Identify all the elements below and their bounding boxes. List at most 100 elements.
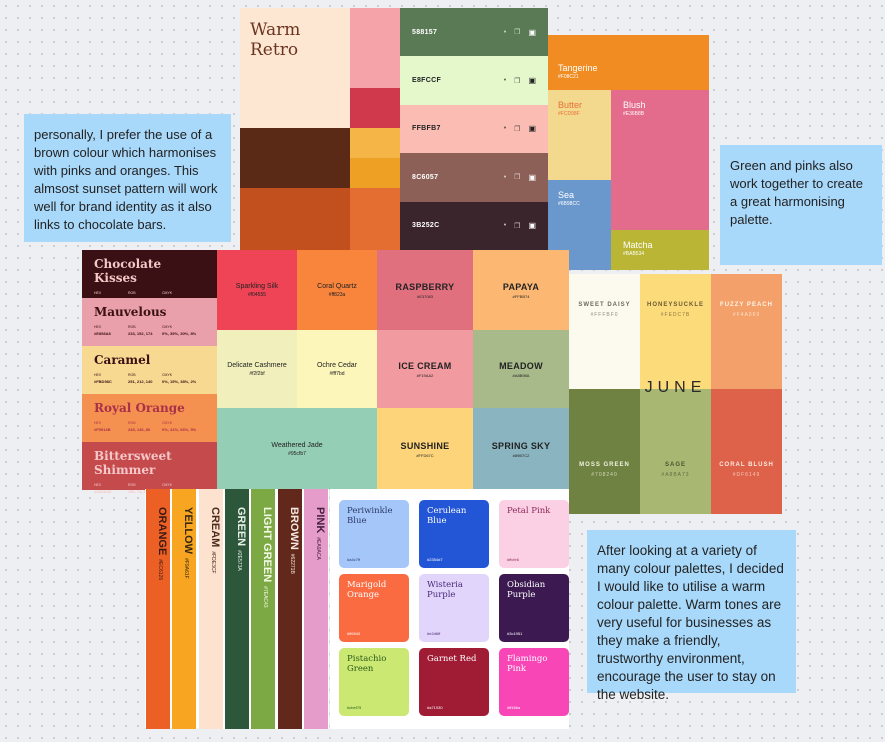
- rgb-label: RGB: [128, 291, 136, 295]
- color-stripe: PINK #EA9ACA: [303, 489, 328, 729]
- lock-icon[interactable]: ▣: [528, 221, 536, 231]
- copy-icon[interactable]: ❐: [514, 125, 521, 133]
- hex-row[interactable]: 3B252C • ❐ ▣: [400, 201, 548, 250]
- warm-retro-brown-block: [240, 128, 350, 188]
- june-swatch-hex: #A8BA73: [661, 472, 690, 478]
- grid-cell-name: Weathered Jade: [271, 441, 323, 449]
- grid-cell: Ochre Cedar #fff7bd: [297, 330, 377, 408]
- color-card-name: Cerulean Blue: [427, 506, 467, 526]
- color-stripe-hex: #62271B: [288, 553, 295, 574]
- chocolate-swatch-name: Caramel: [94, 353, 151, 367]
- sticky-note-left[interactable]: personally, I prefer the use of a brown …: [24, 114, 231, 242]
- chocolate-swatch-name: Chocolate Kisses: [94, 257, 162, 285]
- rgb-value: 196, 74, 81: [128, 489, 149, 494]
- grid-cell-name: PAPAYA: [502, 281, 540, 292]
- june-title: JUNE: [644, 379, 707, 396]
- sticky-note-right-bottom[interactable]: After looking at a variety of many colou…: [587, 530, 796, 702]
- copy-icon[interactable]: ❐: [514, 29, 521, 37]
- chocolate-swatch-labels: HEX RGB CMYK: [94, 421, 205, 425]
- hex-row[interactable]: FFBFB7 • ❐ ▣: [400, 104, 548, 154]
- grid-cell: SPRING SKY #89B7C2: [473, 408, 569, 490]
- color-card-hex: #ffcfe6: [507, 557, 519, 562]
- grid-cell: Sparkling Silk #f04555: [217, 250, 297, 330]
- color-stripe-label: BROWN #62271B: [288, 507, 300, 574]
- lock-icon[interactable]: ▣: [528, 76, 536, 86]
- copy-icon[interactable]: ❐: [514, 174, 521, 182]
- copy-icon[interactable]: ❐: [514, 222, 521, 230]
- warm-retro-board: Warm Retro 588157 • ❐ ▣ E8FCCF • ❐ ▣ FFBFB7 • ❐ ▣ 8C…: [240, 8, 548, 250]
- june-swatch: CORAL BLUSH #DF6149: [711, 389, 782, 514]
- color-card-name: Obsidian Purple: [507, 580, 546, 600]
- color-stripe-hex: #FDE3CF: [209, 551, 216, 574]
- june-swatch-hex: #708240: [591, 472, 618, 478]
- june-swatch-hex: #F4A069: [732, 312, 761, 318]
- color-stripe-label: LIGHT GREEN #7EAC43: [261, 507, 273, 608]
- rgb-label: RGB: [128, 483, 136, 487]
- info-icon[interactable]: •: [503, 125, 507, 133]
- grid-cell-hex: #95cfb7: [288, 450, 306, 457]
- color-card-name: Pistachio Green: [347, 654, 387, 674]
- swatch-matcha: Matcha #BAB534: [611, 230, 709, 270]
- chocolate-swatch: Mauvelous HEX RGB CMYK #E898A8 233, 152, 174 0…: [82, 298, 217, 346]
- grid-cell-name: MEADOW: [499, 360, 543, 371]
- june-swatch-name: MOSS GREEN: [579, 462, 630, 468]
- color-card: Periwinkle Blue #a4c7ff: [339, 500, 409, 568]
- info-icon[interactable]: •: [503, 28, 507, 36]
- color-stripe: GREEN #2E573A: [224, 489, 249, 729]
- hex-label: HEX: [94, 373, 102, 377]
- swatch-butter-hex: #FCD98F: [558, 111, 580, 117]
- grid-cell-hex: #FFBB74: [512, 293, 530, 299]
- sticky-note-right-top[interactable]: Green and pinks also work together to cr…: [720, 145, 882, 265]
- grid-cell-name: Delicate Cashmere: [227, 361, 287, 369]
- warm-retro-pink-block: [350, 8, 400, 88]
- grid-cell-name: ICE CREAM: [398, 360, 452, 371]
- grid-cell-hex: #A8B98A: [512, 372, 530, 378]
- warm-retro-hex-list: 588157 • ❐ ▣ E8FCCF • ❐ ▣ FFBFB7 • ❐ ▣ 8C6057 • ❐ ▣ 3B25…: [400, 8, 548, 250]
- hex-row[interactable]: E8FCCF • ❐ ▣: [400, 56, 548, 105]
- color-stripe-name: PINK: [313, 507, 326, 534]
- grid-cell-name: RASPBERRY: [395, 281, 455, 292]
- color-card: Obsidian Purple #3c1951: [499, 574, 569, 642]
- copy-icon[interactable]: ❐: [514, 77, 521, 85]
- chocolate-swatch-name: Bittersweet Shimmer: [94, 449, 172, 477]
- color-stripe-label: ORANGE #EC6126: [156, 507, 168, 580]
- warm-retro-title: Warm Retro: [250, 20, 301, 60]
- info-icon[interactable]: •: [503, 222, 507, 230]
- swatch-blush: Blush #E36B8B: [611, 90, 709, 230]
- cmyk-value: 0%, 35%, 30%, 8%: [162, 331, 197, 336]
- grid-cell-name: Coral Quartz: [317, 282, 357, 290]
- color-stripe-hex: #EC6126: [157, 559, 163, 581]
- lock-icon[interactable]: ▣: [528, 124, 536, 134]
- color-stripe-name: ORANGE: [156, 507, 168, 556]
- info-icon[interactable]: •: [503, 77, 507, 85]
- hex-value: #F5914B: [94, 427, 111, 432]
- color-stripe: ORANGE #EC6126: [146, 489, 170, 729]
- lock-icon[interactable]: ▣: [528, 27, 536, 37]
- hex-value: #E898A8: [94, 331, 111, 336]
- cmyk-value: 0%, 15%, 38%, 2%: [162, 379, 197, 384]
- grid-palette: Sparkling Silk #f04555 Coral Quartz #ff823…: [217, 250, 569, 490]
- chocolate-swatch-values: #E898A8 233, 152, 174 0%, 35%, 30%, 8%: [94, 331, 205, 336]
- color-card-name: Flamingo Pink: [507, 654, 548, 674]
- color-stripe: BROWN #62271B: [277, 489, 302, 729]
- june-swatch-hex: #FEDC7B: [660, 312, 691, 318]
- info-icon[interactable]: •: [503, 173, 507, 181]
- cmyk-label: CMYK: [162, 373, 173, 377]
- grid-cell-hex: #fff7bd: [329, 370, 345, 377]
- color-stripe-hex: #F9A61F: [183, 558, 190, 579]
- color-stripe-label: CREAM #FDE3CF: [209, 507, 221, 574]
- warm-retro-red-block: [350, 88, 400, 128]
- color-stripe-label: YELLOW #F9A61F: [182, 507, 194, 579]
- hex-row[interactable]: 588157 • ❐ ▣: [400, 8, 548, 57]
- color-card-name: Garnet Red: [427, 654, 477, 664]
- warm-retro-amber-block: [350, 158, 400, 188]
- june-swatch-name: SWEET DAISY: [578, 302, 631, 308]
- hex-row[interactable]: 8C6057 • ❐ ▣: [400, 153, 548, 202]
- warm-retro-cream-block: Warm Retro: [240, 8, 350, 128]
- cmyk-value: 0%, 41%, 66%, 5%: [162, 427, 197, 432]
- grid-cell-name: Ochre Cedar: [316, 361, 358, 369]
- grid-cell: PAPAYA #FFBB74: [473, 250, 569, 330]
- swatch-sea-name: Sea: [558, 190, 575, 200]
- mosaic-board: Tangerine #F08C21 Butter #FCD98F Blush #…: [548, 35, 709, 270]
- lock-icon[interactable]: ▣: [528, 172, 536, 182]
